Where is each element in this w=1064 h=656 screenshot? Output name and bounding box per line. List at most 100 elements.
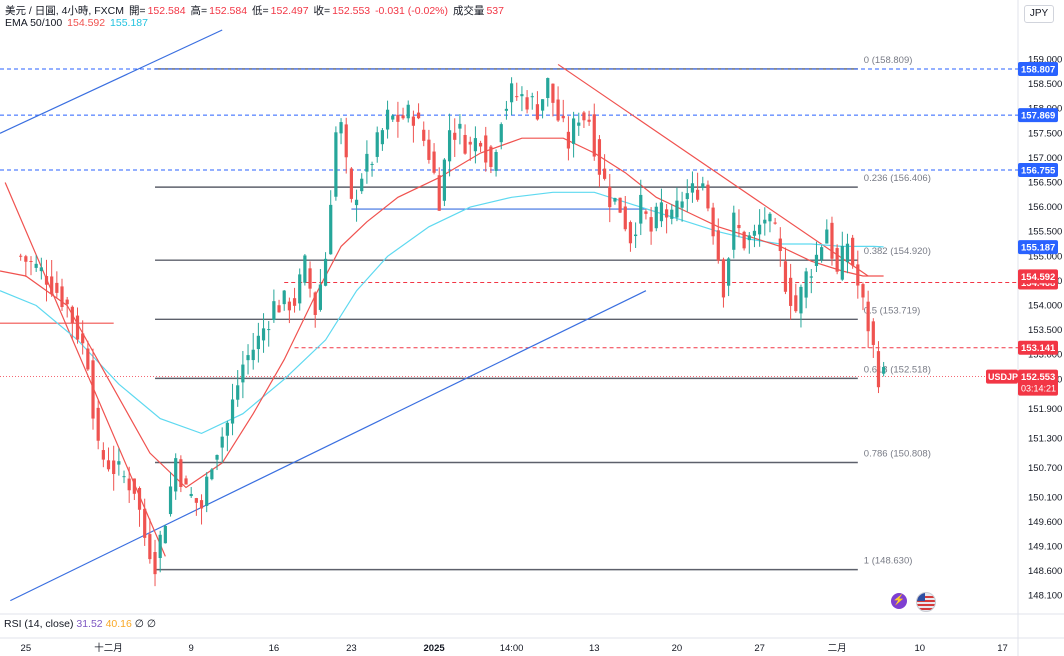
candle-body [323,258,328,286]
candle-body [525,97,529,110]
candles-group [19,77,886,587]
candle-body [96,407,100,441]
ema-price-tag: 154.592 [1021,272,1055,283]
candle-body [623,206,627,230]
candle-body [706,184,710,209]
x-tick-label: 13 [589,643,600,654]
candle-body [215,454,219,460]
candle-body [515,96,519,98]
candle-body [690,183,695,193]
fib-level-label: 0.5 (153.719) [864,305,921,316]
symbol-tag-bg [986,369,1018,384]
candle-body [520,94,524,97]
candle-body [158,534,162,558]
candle-body [561,115,565,119]
candle-body [277,305,281,313]
rsi-legend[interactable]: RSI (14, close) 31.52 40.16 ∅ ∅ [4,618,156,630]
candle-body [727,258,731,286]
candle-body [117,461,121,465]
x-tick-label: 25 [21,643,32,654]
candle-body [716,230,720,261]
y-tick-label: 156.000 [1028,202,1062,213]
candle-body [494,151,498,171]
candle-body [411,116,416,126]
volume-label: 成交量 [452,5,485,17]
candle-body [437,175,441,211]
rsi-value-1: 31.52 [76,618,103,630]
rsi-value-3: ∅ [134,618,144,630]
ema-price-tag: 155.187 [1021,243,1055,254]
candle-body [225,422,229,436]
candle-body [380,130,384,145]
ema100-value: 155.187 [110,17,148,29]
trendline [0,29,223,134]
candle-body [825,229,829,244]
candle-body [701,183,705,188]
ema-legend[interactable]: EMA 50/100 154.592 155.187 [5,17,150,29]
currency-button[interactable]: JPY [1024,5,1054,23]
candle-body [354,199,359,206]
lightning-icon[interactable]: ⚡ [891,593,907,609]
candle-body [143,508,147,538]
candle-body [329,204,333,255]
y-tick-label: 157.000 [1028,153,1062,164]
candle-body [34,263,38,268]
y-tick-label: 155.500 [1028,227,1062,238]
candle-body [127,478,131,491]
price-tag: 157.869 [1021,111,1055,122]
candle-body [835,248,839,272]
us-flag-icon[interactable] [916,592,936,612]
candle-body [163,525,167,544]
fib-level-label: 0.618 (152.518) [864,364,931,375]
candle-body [55,282,59,293]
candle-body [29,261,33,263]
candle-body [685,193,689,200]
candle-body [592,114,596,157]
candle-body [148,534,152,560]
candle-body [303,255,307,283]
price-tag: 158.807 [1021,65,1055,76]
trendline [557,63,869,277]
candle-body [344,124,348,158]
candle-body [675,200,679,218]
open-label: 開= [128,5,146,17]
candle-body [122,476,126,478]
y-tick-label: 153.000 [1028,350,1062,361]
close-label: 收= [313,5,331,17]
candle-body [665,209,669,218]
candle-body [732,212,736,250]
candle-body [246,355,250,361]
candle-body [613,197,617,202]
candle-body [799,286,803,314]
candle-body [634,234,638,237]
ema50-line [0,137,884,489]
candle-body [91,360,95,419]
candle-body [639,194,643,224]
candle-body [851,237,855,266]
candle-body [44,276,49,285]
fib-level-label: 0.382 (154.920) [864,246,931,257]
candle-body [137,488,142,510]
candle-body [60,286,64,308]
rsi-label: RSI (14, close) [4,618,74,630]
candle-body [820,247,824,260]
x-tick-label: 23 [346,643,357,654]
candle-body [571,118,576,144]
candle-body [184,478,188,485]
x-tick-label: 14:00 [500,643,524,654]
fib-level-label: 0.786 (150.808) [864,448,931,459]
candle-body [649,217,653,232]
trendline [10,290,647,602]
candle-body [778,238,782,252]
price-tag: 154.468 [1021,278,1055,289]
candle-body [809,276,813,278]
symbol-text: 美元 / 日圓, 4小時, FXCM [5,5,125,17]
y-tick-label: 157.500 [1028,128,1062,139]
x-tick-label: 9 [189,643,194,654]
candle-body [654,206,658,229]
candle-body [75,315,80,340]
price-tag: 156.755 [1021,165,1056,176]
change-value: -0.031 (-0.02%) [375,5,449,17]
fib-level-label: 1 (148.630) [864,556,913,567]
